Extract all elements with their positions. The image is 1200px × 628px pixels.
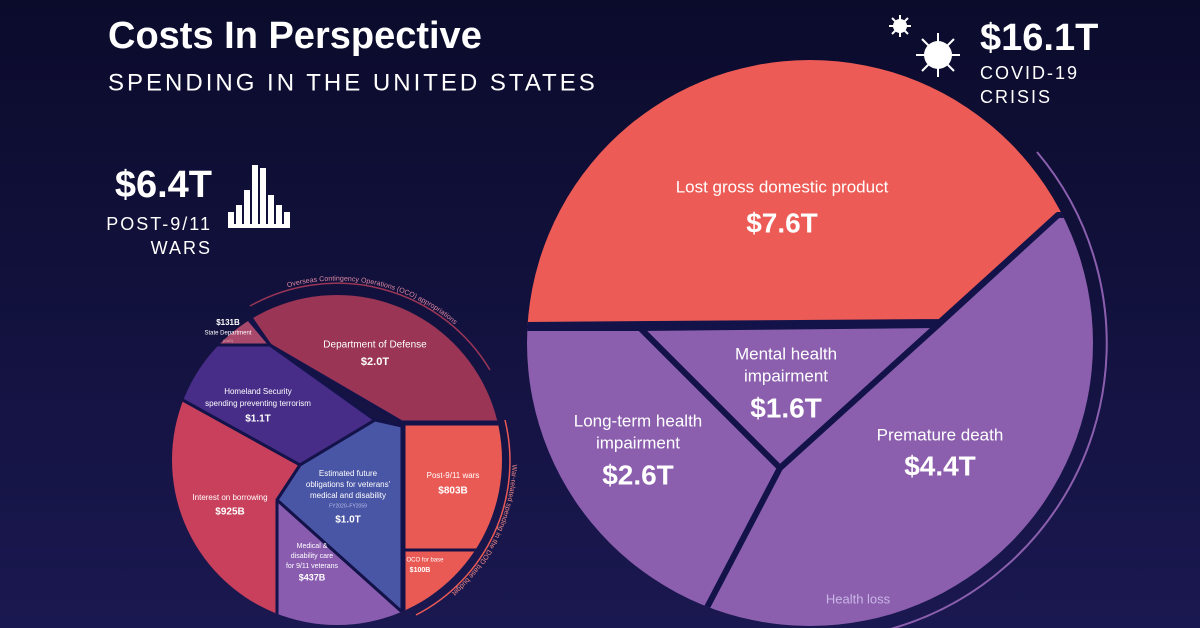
- segment-label: impairment: [596, 433, 680, 452]
- segment-label: Estimated future: [319, 469, 378, 478]
- total-label: WARS: [151, 238, 212, 258]
- segment-label: spending preventing terrorism: [205, 399, 311, 408]
- segment-label: Department of Defense: [323, 340, 427, 351]
- segment-note: (DoD): [223, 338, 234, 343]
- segment-label: Premature death: [877, 425, 1004, 444]
- arc: [890, 151, 1108, 628]
- covid-circle: [527, 60, 1093, 626]
- total: $6.4T: [115, 164, 212, 206]
- segment-value: $803B: [438, 486, 467, 497]
- segment: [275, 418, 404, 614]
- segment-value: $1.1T: [245, 414, 271, 425]
- segment: [275, 498, 404, 625]
- arc: [249, 282, 491, 371]
- segment-value: $131B: [216, 318, 240, 327]
- total: $16.1T: [980, 17, 1098, 59]
- segment-value: $7.6T: [746, 207, 818, 238]
- segment-label: Homeland Security: [224, 387, 292, 396]
- skyline-icon: [228, 165, 290, 228]
- segment-label: for 9/11 veterans: [286, 563, 339, 570]
- segment-label: disability care: [291, 553, 334, 560]
- segment-label: Post-9/11 wars: [427, 471, 480, 480]
- subtitle: SPENDING IN THE UNITED STATES: [108, 69, 598, 96]
- total-label: COVID-19: [980, 63, 1079, 83]
- segment-value: $925B: [215, 507, 244, 518]
- total-label: POST-9/11: [106, 214, 212, 234]
- segment-value: $4.4T: [904, 450, 976, 481]
- segment-label: Mental health: [735, 344, 837, 363]
- segment-label: Lost gross domestic product: [676, 177, 889, 196]
- arc: [415, 419, 511, 616]
- segment-value: $1.6T: [750, 392, 822, 423]
- segment-label: Interest on borrowing: [192, 493, 267, 502]
- segment-label: obligations for veterans': [306, 480, 391, 489]
- arc-label: Health loss: [826, 591, 891, 606]
- segment-value: $100B: [410, 567, 431, 574]
- segment-label: impairment: [744, 366, 828, 385]
- segment-value: $2.6T: [602, 459, 674, 490]
- segment: [402, 422, 502, 552]
- segment-value: $437B: [299, 572, 326, 582]
- virus-icon: [889, 15, 960, 77]
- segment-value: $1.0T: [335, 515, 361, 526]
- segment-label: Long-term health: [574, 411, 703, 430]
- segment-note: FY2020–FY2059: [329, 503, 367, 509]
- segment-value: $2.0T: [361, 356, 389, 368]
- segment: [687, 212, 1093, 626]
- segment-label: OCO for base: [406, 558, 444, 564]
- segment-label: medical and disability: [310, 491, 386, 500]
- segment-label: State Department: [204, 331, 251, 337]
- total-label: CRISIS: [980, 87, 1052, 107]
- title: Costs In Perspective: [108, 15, 482, 57]
- segment-label: Medical &: [297, 543, 328, 550]
